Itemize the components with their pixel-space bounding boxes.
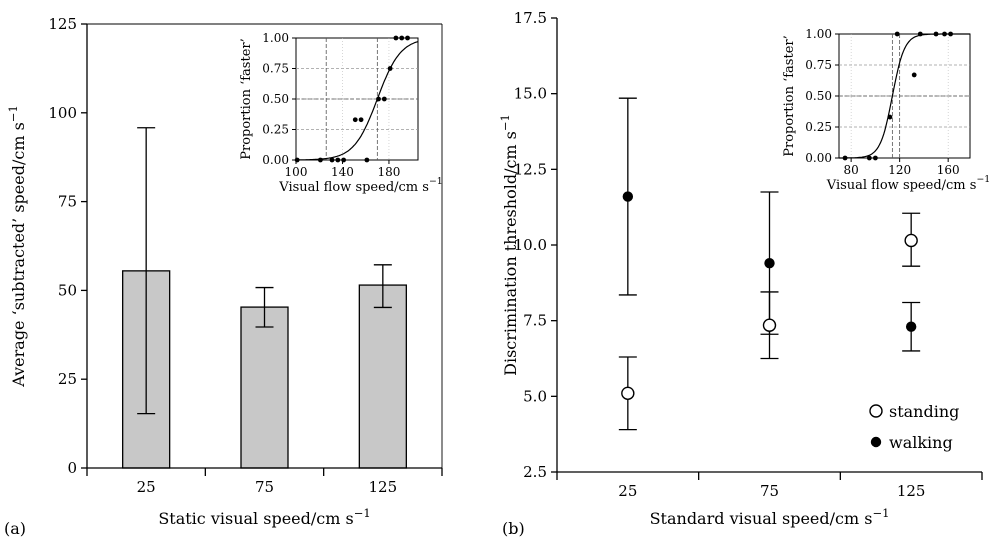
x-tick-label: 25 <box>137 478 156 496</box>
y-tick-label: 100 <box>48 104 77 122</box>
inset-y-axis-label: Proportion ‘faster’ <box>782 35 797 157</box>
inset-data-point <box>894 31 900 37</box>
y-tick-label: 10.0 <box>514 236 547 254</box>
x-tick-label: 125 <box>897 482 926 500</box>
legend-marker-walking <box>870 436 882 448</box>
inset-data-point <box>364 157 370 163</box>
panel-label-a: (a) <box>4 519 26 538</box>
inset-data-point <box>948 31 953 37</box>
inset-x-axis-label-superscript: −1 <box>429 176 443 187</box>
y-tick-label: 25 <box>58 370 77 388</box>
marker-standing <box>762 318 777 332</box>
legend-marker-standing <box>869 404 883 418</box>
inset-data-point <box>352 117 358 123</box>
inset-x-axis-label: Visual flow speed/cm s−1 <box>278 176 442 195</box>
inset-y-tick-label: 0.00 <box>262 153 289 167</box>
inset-data-point <box>335 157 341 163</box>
panel-a-bar-chart: 0 25 50 75 100 125 25 75 125 Static visual speed/… <box>6 15 443 528</box>
bar <box>240 306 289 469</box>
inset-data-point <box>381 96 387 102</box>
marker-walking <box>764 257 775 269</box>
legend: standing walking <box>869 402 959 452</box>
y-tick-label: 15.0 <box>514 85 547 103</box>
x-tick-label: 25 <box>618 482 637 500</box>
bar <box>358 284 407 469</box>
inset-y-tick-label: 0.50 <box>262 92 289 106</box>
y-tick-label: 5.0 <box>523 387 547 405</box>
inset-data-point <box>358 117 364 123</box>
inset-data-point <box>341 157 347 163</box>
inset-data-point <box>911 72 917 78</box>
legend-label-standing: standing <box>889 402 959 421</box>
legend-label-walking: walking <box>889 433 953 452</box>
y-tick-label: 2.5 <box>523 463 547 481</box>
inset-data-point <box>942 31 947 37</box>
x-tick-label: 75 <box>255 478 274 496</box>
x-axis-label-superscript: −1 <box>872 506 889 520</box>
inset-data-point <box>329 157 335 163</box>
marker-walking <box>905 321 917 332</box>
y-tick-label: 17.5 <box>514 9 547 27</box>
x-axis-label: Static visual speed/cm s−1 <box>158 506 370 528</box>
y-axis-label: Average ‘subtracted’ speed/cm s−1 <box>6 105 28 388</box>
inset-data-point <box>376 96 381 102</box>
y-tick-label: 125 <box>48 15 77 33</box>
inset-data-point <box>872 155 878 161</box>
inset-x-tick-label: 80 <box>843 163 858 177</box>
inset-data-point <box>933 31 939 37</box>
inset-y-tick-label: 1.00 <box>805 27 832 41</box>
inset-y-tick-label: 0.75 <box>262 62 289 76</box>
inset-data-point <box>387 66 393 71</box>
inset-x-tick-label: 140 <box>331 165 354 179</box>
inset-x-tick-label: 120 <box>888 163 911 177</box>
inset-y-tick-label: 0.75 <box>805 58 832 72</box>
y-tick-label: 12.5 <box>514 160 547 178</box>
inset-data-point <box>887 114 893 120</box>
inset-data-point <box>318 157 323 163</box>
inset-y-tick-label: 1.00 <box>262 31 289 45</box>
inset-y-axis-label: Proportion ‘faster’ <box>239 38 254 160</box>
x-axis-label-superscript: −1 <box>354 506 371 520</box>
y-axis-label-superscript: −1 <box>498 114 512 131</box>
inset-y-tick-label: 0.50 <box>805 89 832 103</box>
inset-y-tick-label: 0.00 <box>805 151 832 165</box>
x-axis-label: Standard visual speed/cm s−1 <box>650 506 890 528</box>
panel-b-threshold-chart: 2.5 5.0 7.5 10.0 12.5 15.0 17.5 25 75 125 Standard… <box>498 9 990 528</box>
inset-data-point <box>917 31 923 37</box>
inset-data-point <box>399 35 405 41</box>
y-tick-label: 7.5 <box>523 312 547 330</box>
marker-standing <box>621 386 635 401</box>
y-axis-label-superscript: −1 <box>6 105 20 122</box>
inset-x-tick-label: 160 <box>937 163 960 177</box>
inset-x-tick-label: 180 <box>377 165 400 179</box>
y-tick-label: 75 <box>58 193 77 211</box>
y-tick-label: 50 <box>58 281 77 299</box>
inset-data-point <box>405 35 410 41</box>
inset-data-point <box>294 157 300 163</box>
inset-fit-curve <box>296 41 419 161</box>
x-tick-label: 75 <box>760 482 779 500</box>
marker-walking <box>622 191 634 202</box>
x-tick-label: 125 <box>369 478 398 496</box>
inset-x-tick-label: 100 <box>285 165 308 179</box>
inset-x-axis-label: Visual flow speed/cm s−1 <box>826 174 990 193</box>
inset-data-point <box>393 35 399 41</box>
panel-label-b: (b) <box>502 519 525 538</box>
inset-y-tick-label: 0.25 <box>805 120 832 134</box>
inset-x-axis-label-superscript: −1 <box>976 174 990 185</box>
inset-data-point <box>866 155 872 161</box>
marker-standing <box>904 233 918 248</box>
inset-data-point <box>842 155 848 161</box>
y-axis-label: Discrimination threshold/cm s−1 <box>498 114 520 376</box>
y-tick-label: 0 <box>67 459 77 477</box>
inset-y-tick-label: 0.25 <box>262 123 289 137</box>
